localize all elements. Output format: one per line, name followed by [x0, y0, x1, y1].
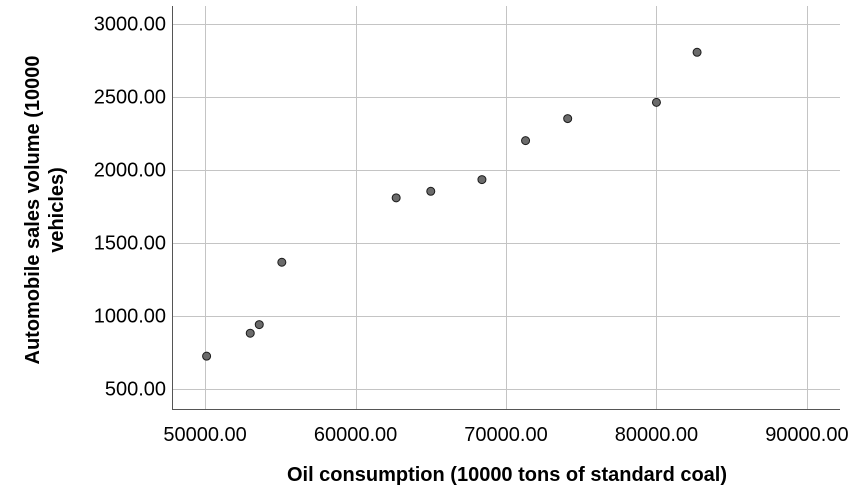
data-point: [563, 114, 573, 124]
x-gridlines: [205, 6, 808, 409]
y-tick-labels: 500.00 1000.00 1500.00 2000.00 2500.00 3000.0…: [94, 14, 166, 401]
y-axis-title-line-1: Automobile sales volume (10000: [22, 55, 44, 364]
data-point: [277, 257, 287, 267]
x-tick-label: 80000.00: [615, 424, 698, 446]
y-axis-title: Automobile sales volume (10000 vehicles): [22, 55, 68, 364]
y-gridlines: [172, 24, 840, 390]
x-tick-label: 90000.00: [765, 424, 848, 446]
y-tick-label: 2500.00: [94, 87, 166, 109]
data-point: [245, 328, 255, 338]
data-point: [521, 136, 531, 146]
y-axis-title-line-2: vehicles): [46, 167, 68, 253]
data-point: [692, 47, 702, 57]
data-point: [651, 97, 661, 107]
data-point: [391, 193, 401, 203]
data-point: [202, 351, 212, 361]
y-tick-label: 1500.00: [94, 233, 166, 255]
x-tick-label: 50000.00: [163, 424, 246, 446]
y-tick-label: 500.00: [105, 379, 166, 401]
x-tick-label: 60000.00: [314, 424, 397, 446]
y-tick-label: 2000.00: [94, 160, 166, 182]
data-points: [202, 47, 702, 361]
y-tick-label: 3000.00: [94, 14, 166, 36]
data-point: [426, 186, 436, 196]
x-axis-title: Oil consumption (10000 tons of standard …: [287, 464, 727, 486]
data-point: [477, 175, 487, 185]
x-tick-labels: 50000.00 60000.00 70000.00 80000.00 90000.00: [163, 424, 848, 446]
data-point: [254, 320, 264, 330]
x-tick-label: 70000.00: [464, 424, 547, 446]
y-tick-label: 1000.00: [94, 306, 166, 328]
